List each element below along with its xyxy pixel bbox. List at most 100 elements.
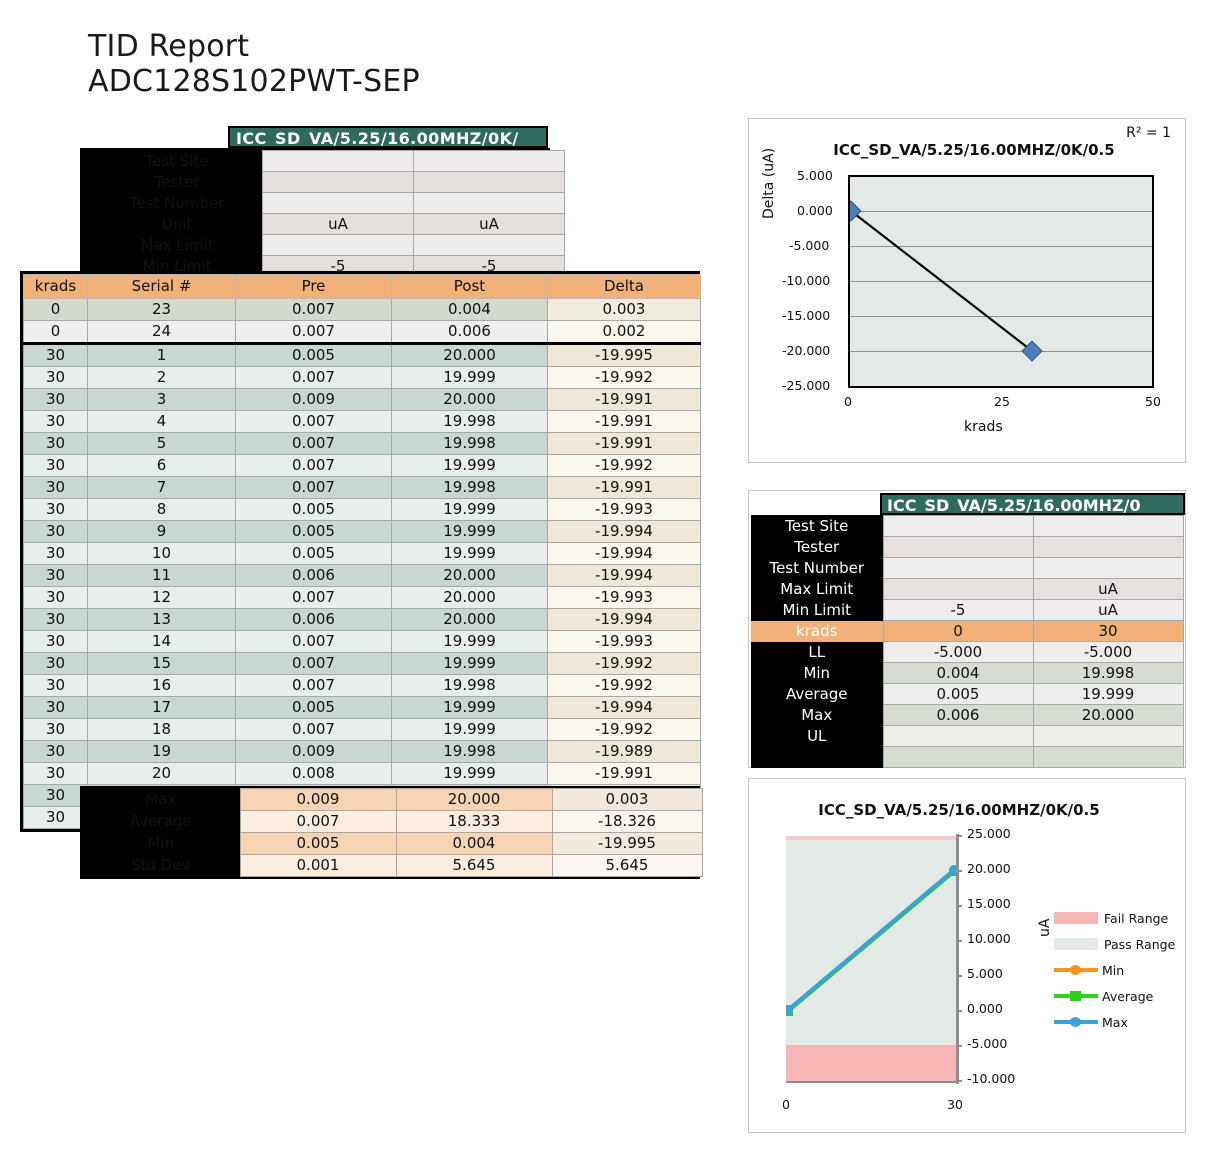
cell-post: 20.000 [391, 608, 548, 631]
limits-value-0krads [882, 515, 1034, 537]
cell-pre: 0.007 [235, 366, 392, 389]
cell-post: 19.999 [391, 366, 548, 389]
table-row: 30 19 0.009 19.998 -19.989 [23, 740, 701, 763]
meta-row: Max Limit [82, 234, 565, 256]
limits-value-30krads: 19.999 [1032, 683, 1184, 705]
cell-delta: -19.991 [547, 762, 701, 785]
cell-pre: 0.005 [235, 542, 392, 565]
table-row: 30 11 0.006 20.000 -19.994 [23, 564, 701, 587]
cell-serial: 14 [87, 630, 236, 653]
cell-post: 19.999 [391, 696, 548, 719]
meta-value-1 [262, 150, 414, 172]
cell-pre: 0.005 [235, 343, 392, 367]
cell-serial: 3 [87, 388, 236, 411]
table-row: 30 7 0.007 19.998 -19.991 [23, 476, 701, 499]
cell-krads: 30 [23, 608, 88, 631]
fail-range-band-top [786, 836, 956, 840]
data-line-svg [850, 200, 1043, 362]
gridline [850, 281, 1152, 282]
summary-limits-table-panel: ICC_SD_VA/5.25/16.00MHZ/0 Test Site Teste… [748, 490, 1186, 768]
cell-krads: 0 [23, 320, 88, 345]
limits-label: Test Number [751, 557, 883, 579]
summary-pre: 0.005 [239, 832, 397, 855]
cell-serial: 17 [87, 696, 236, 719]
cell-krads: 30 [23, 784, 88, 807]
cell-krads: 30 [23, 498, 88, 521]
y-tickmark [956, 1010, 962, 1012]
limits-value-30krads [1032, 536, 1184, 558]
limits-row: Tester [751, 536, 1184, 558]
table-row: 0 23 0.007 0.004 0.003 [23, 298, 701, 321]
meta-label: Max Limit [82, 234, 263, 256]
limits-label: Max Limit [751, 578, 883, 600]
legend-item: Average [1054, 983, 1175, 1009]
cell-pre: 0.007 [235, 298, 392, 321]
cell-pre: 0.007 [235, 454, 392, 477]
summary-row: Max 0.009 20.000 0.003 [82, 788, 703, 811]
y-tick: -10.000 [967, 1071, 1016, 1086]
legend-label: Max [1102, 1014, 1128, 1030]
cell-serial: 20 [87, 762, 236, 785]
summary-label: Min [82, 832, 240, 855]
y-tickmark [956, 870, 962, 872]
y-tick: 10.000 [967, 931, 1011, 946]
y-tick: -20.000 [782, 343, 831, 358]
limits-row: Max 0.006 20.000 [751, 704, 1184, 726]
limits-row: Min Limit -5 uA [751, 599, 1184, 621]
meta-row: Test Number [82, 192, 565, 214]
cell-serial: 15 [87, 652, 236, 675]
y-axis-line [956, 834, 959, 1084]
legend-label: Average [1102, 988, 1154, 1004]
cell-krads: 30 [23, 520, 88, 543]
table-row: 30 15 0.007 19.999 -19.992 [23, 652, 701, 675]
cell-krads: 30 [23, 674, 88, 697]
gridline [850, 246, 1152, 247]
legend-label: Min [1102, 962, 1125, 978]
cell-krads: 30 [23, 388, 88, 411]
y-tick: 20.000 [967, 861, 1011, 876]
meta-value-2: uA [413, 213, 565, 235]
limits-value-0krads: 0.005 [882, 683, 1034, 705]
limits-value-0krads: 0.006 [882, 704, 1034, 726]
x-tick: 25 [994, 394, 1010, 409]
report-title-line1: TID Report [88, 29, 250, 64]
table-row: 30 3 0.009 20.000 -19.991 [23, 388, 701, 411]
limits-value-30krads: 30 [1032, 620, 1184, 642]
table-row: 30 16 0.007 19.998 -19.992 [23, 674, 701, 697]
table-row: 30 12 0.007 20.000 -19.993 [23, 586, 701, 609]
cell-krads: 30 [23, 740, 88, 763]
x-tick: 30 [947, 1097, 963, 1112]
cell-post: 19.998 [391, 410, 548, 433]
y-axis-label: uA [1037, 918, 1053, 937]
cell-post: 19.999 [391, 520, 548, 543]
limits-value-30krads: uA [1032, 578, 1184, 600]
x-axis-line [786, 1081, 959, 1083]
cell-delta: -19.994 [547, 696, 701, 719]
meta-row: Tester [82, 171, 565, 193]
cell-pre: 0.008 [235, 762, 392, 785]
limits-label: UL [751, 725, 883, 747]
meta-label: Test Site [82, 150, 263, 172]
summary-delta: -19.995 [551, 832, 703, 855]
cell-delta: 0.003 [547, 298, 701, 321]
statistics-summary-table: Max 0.009 20.000 0.003 Average 0.007 18.333 -18… [80, 786, 703, 879]
parameter-header-banner: ICC_SD_VA/5.25/16.00MHZ/0 [880, 493, 1185, 515]
table-row: 30 10 0.005 19.999 -19.994 [23, 542, 701, 565]
chart-title: ICC_SD_VA/5.25/16.00MHZ/0K/0.5 [833, 141, 1115, 159]
cell-serial: 24 [87, 320, 236, 345]
table-row: 30 6 0.007 19.999 -19.992 [23, 454, 701, 477]
column-header: krads [23, 274, 88, 299]
cell-serial: 1 [87, 343, 236, 367]
table-row: 30 20 0.008 19.999 -19.991 [23, 762, 701, 785]
plot-area [848, 175, 1154, 388]
limits-value-30krads [1032, 725, 1184, 747]
y-tick: -10.000 [782, 273, 831, 288]
device-data-table: krads Serial # Pre Post Delta 0 23 0.007 0.004 0… [20, 271, 701, 832]
cell-krads: 30 [23, 696, 88, 719]
cell-pre: 0.007 [235, 410, 392, 433]
column-header: Delta [547, 274, 701, 299]
cell-krads: 30 [23, 652, 88, 675]
gridline [850, 211, 1152, 212]
cell-delta: -19.994 [547, 608, 701, 631]
cell-pre: 0.007 [235, 476, 392, 499]
